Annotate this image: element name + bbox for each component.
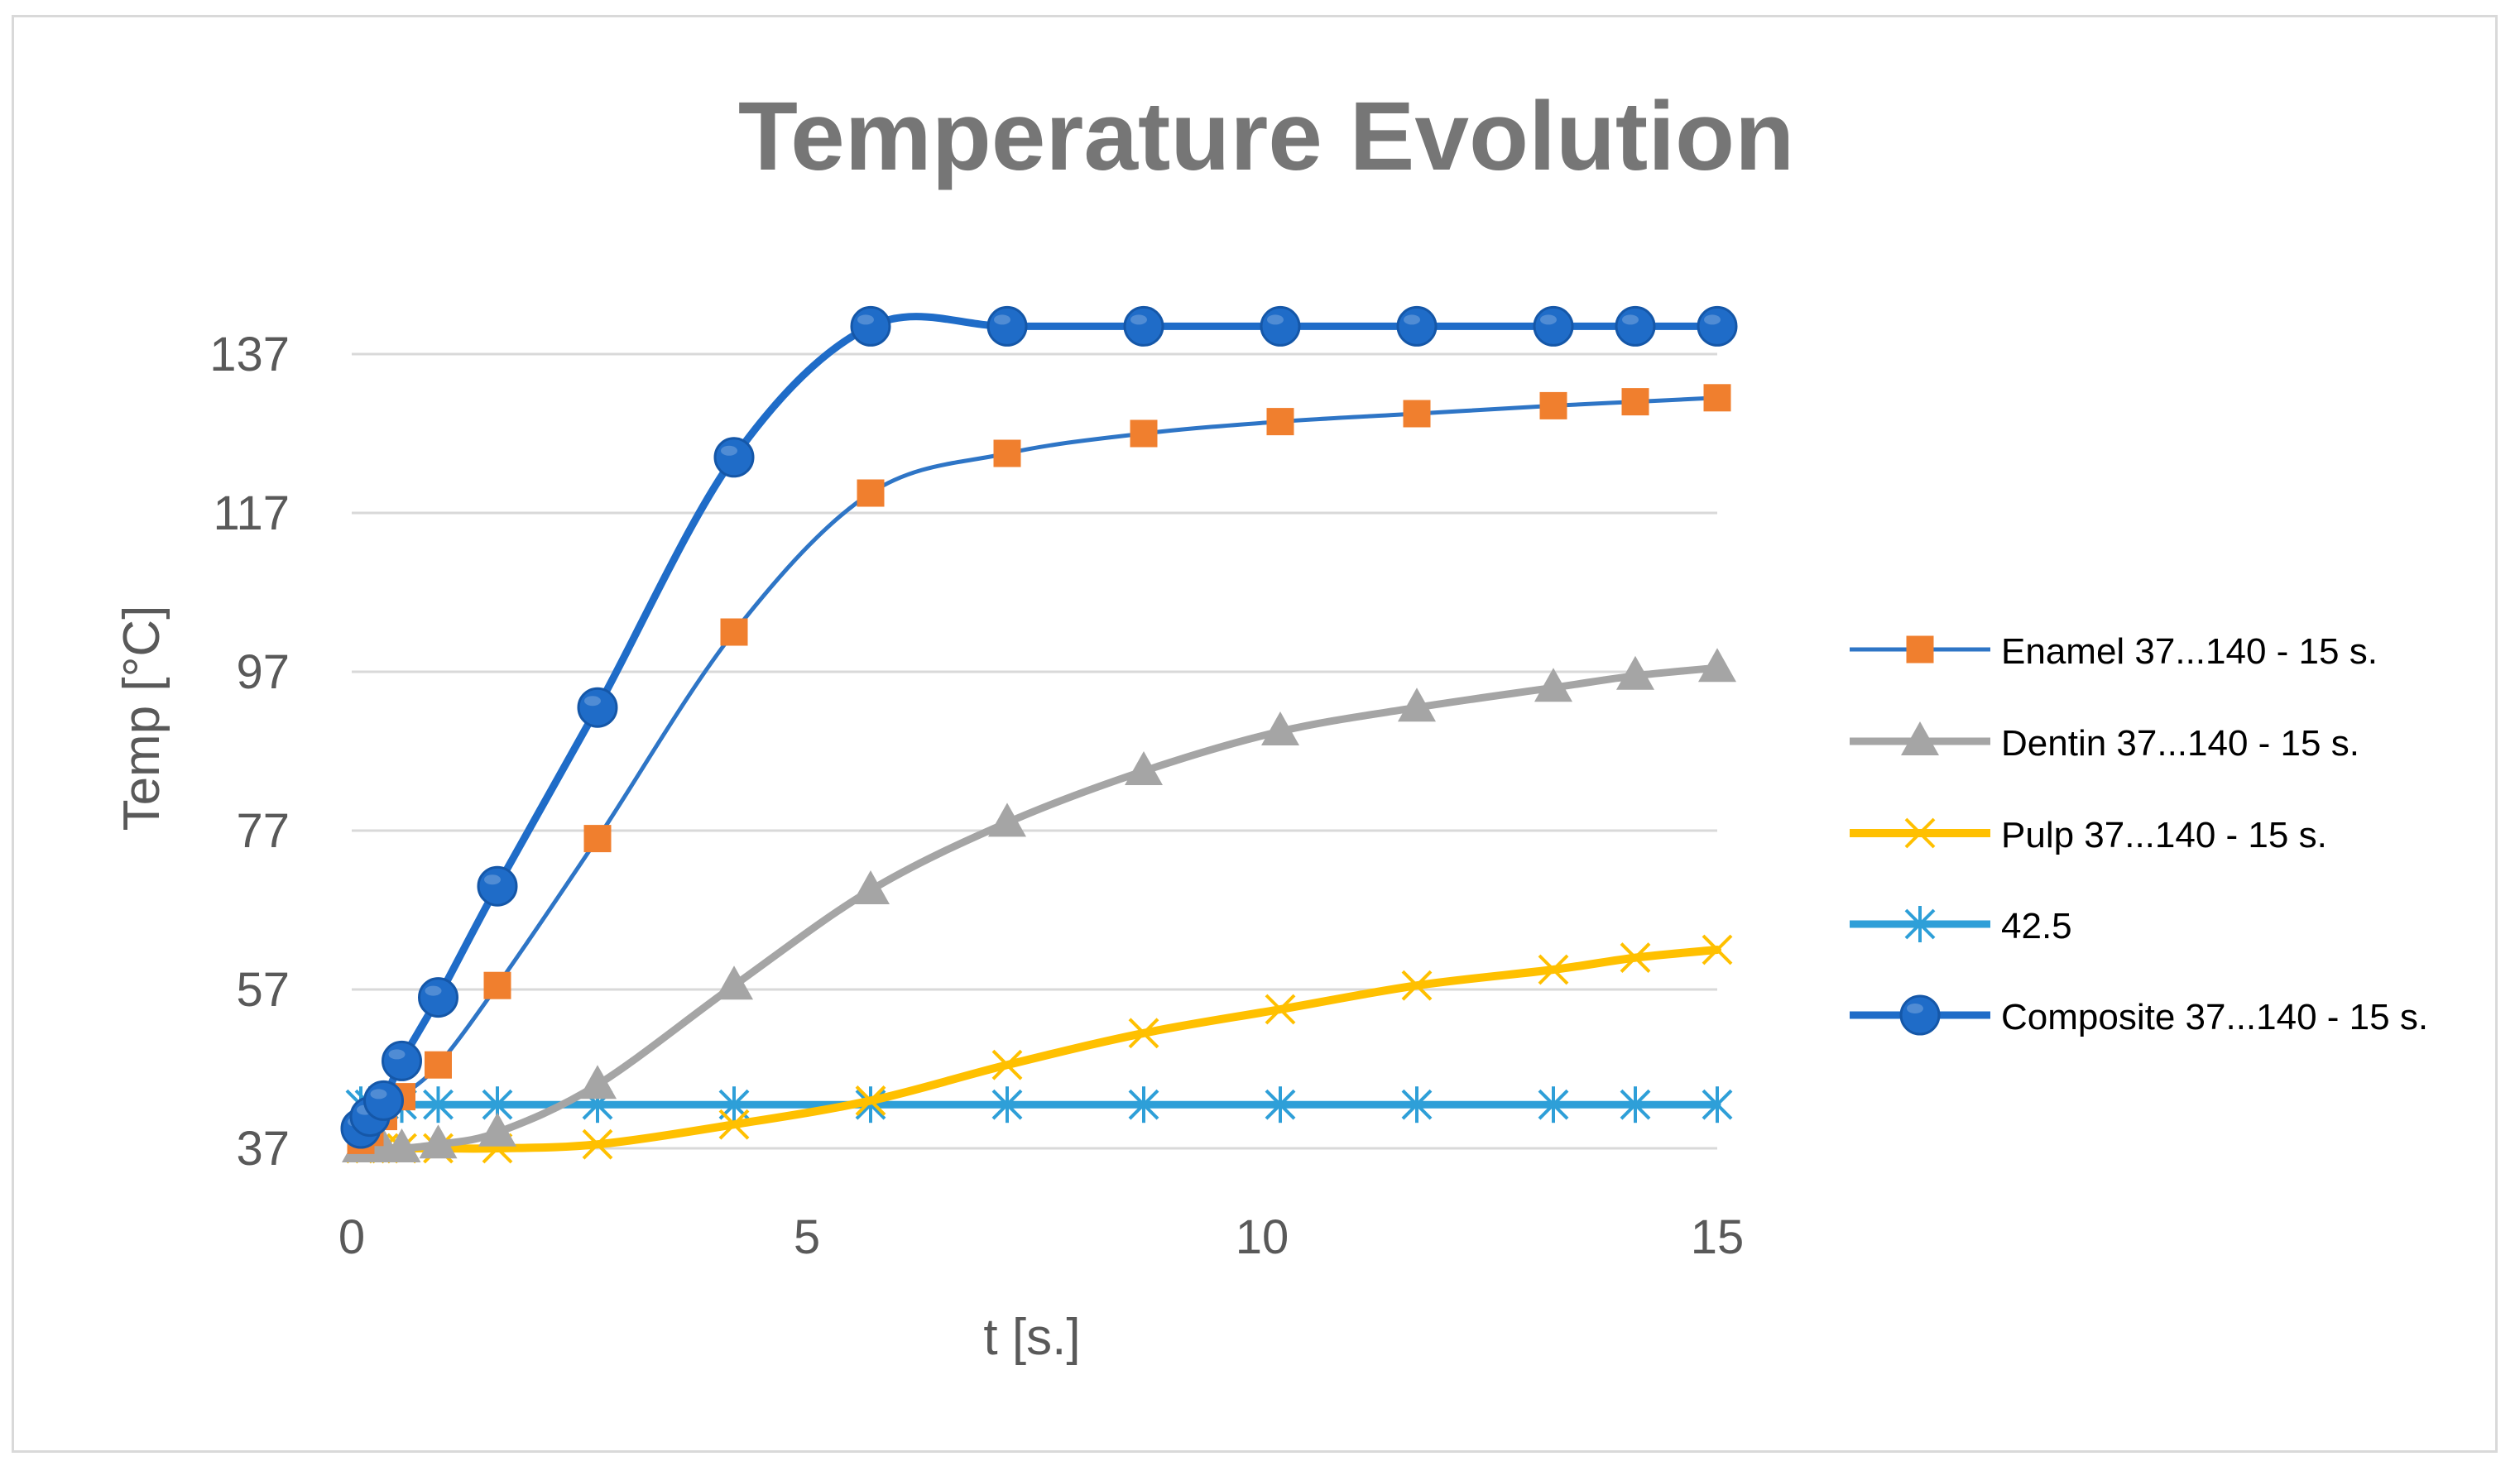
data-point bbox=[852, 870, 890, 904]
data-point bbox=[477, 865, 518, 907]
y-axis-label: Temp [°C] bbox=[113, 606, 170, 831]
data-point bbox=[1538, 1086, 1569, 1123]
x-tick-label: 10 bbox=[1236, 1210, 1289, 1264]
y-tick-label: 137 bbox=[209, 328, 290, 381]
data-point bbox=[382, 1040, 422, 1081]
series-4 bbox=[340, 305, 1738, 1149]
data-point bbox=[577, 687, 618, 728]
data-point bbox=[483, 971, 511, 999]
legend-label: Composite 37...140 - 15 s. bbox=[2001, 997, 2428, 1037]
legend-item: Pulp 37...140 - 15 s. bbox=[1850, 815, 2327, 855]
data-point bbox=[1265, 994, 1296, 1025]
series-layer bbox=[340, 305, 1738, 1164]
data-point bbox=[1401, 970, 1433, 1001]
legend-marker bbox=[1906, 635, 1934, 664]
x-axis-ticks: 0 5 10 15 bbox=[338, 1210, 1744, 1264]
legend-item: Composite 37...140 - 15 s. bbox=[1850, 994, 2428, 1037]
data-point bbox=[1396, 305, 1438, 347]
chart-title: Temperature Evolution bbox=[738, 82, 1794, 191]
legend-label: Pulp 37...140 - 15 s. bbox=[2001, 815, 2327, 855]
legend-item: 42.5 bbox=[1850, 906, 2072, 946]
data-point bbox=[363, 1080, 404, 1121]
data-point bbox=[991, 1086, 1023, 1123]
data-point bbox=[1266, 408, 1294, 436]
data-point bbox=[1534, 668, 1572, 702]
y-tick-label: 77 bbox=[236, 804, 290, 858]
data-point bbox=[1539, 391, 1567, 419]
legend-label: Enamel 37...140 - 15 s. bbox=[2001, 631, 2378, 672]
data-point bbox=[1697, 305, 1738, 347]
data-point bbox=[1702, 934, 1733, 965]
y-tick-label: 37 bbox=[236, 1122, 290, 1176]
data-point bbox=[993, 439, 1021, 467]
series-line bbox=[357, 313, 1721, 1133]
data-point bbox=[1128, 1018, 1159, 1049]
x-tick-label: 5 bbox=[794, 1210, 820, 1264]
legend-marker bbox=[1899, 994, 1941, 1036]
data-point bbox=[423, 1086, 454, 1123]
x-tick-label: 15 bbox=[1691, 1210, 1745, 1264]
y-axis-ticks: 37 57 77 97 117 137 bbox=[209, 328, 290, 1176]
data-point bbox=[1621, 388, 1649, 416]
data-point bbox=[478, 1112, 516, 1147]
gridlines bbox=[352, 352, 1717, 1150]
data-point bbox=[582, 1128, 613, 1160]
y-tick-label: 57 bbox=[236, 963, 290, 1017]
data-point bbox=[578, 1065, 617, 1100]
data-point bbox=[418, 977, 458, 1018]
data-point bbox=[1698, 648, 1736, 683]
legend-marker bbox=[1904, 817, 1936, 849]
legend-label: Dentin 37...140 - 15 s. bbox=[2001, 723, 2359, 764]
data-point bbox=[1265, 1086, 1296, 1123]
data-point bbox=[425, 1051, 452, 1079]
legend-marker bbox=[1901, 721, 1939, 755]
data-point bbox=[1702, 1086, 1733, 1123]
legend: Enamel 37...140 - 15 s. Dentin 37...140 -… bbox=[1850, 631, 2428, 1037]
data-point bbox=[1620, 1086, 1651, 1123]
data-point bbox=[720, 618, 748, 646]
data-point bbox=[850, 305, 891, 347]
series-line bbox=[357, 664, 1721, 1152]
data-point bbox=[1128, 1086, 1159, 1123]
legend-marker bbox=[1904, 906, 1936, 942]
data-point bbox=[1130, 419, 1158, 448]
data-point bbox=[583, 825, 612, 853]
x-axis-label: t [s.] bbox=[983, 1309, 1080, 1366]
series-2 bbox=[345, 934, 1733, 1164]
data-point bbox=[1125, 751, 1163, 785]
data-point bbox=[1398, 687, 1436, 722]
data-point bbox=[713, 437, 755, 478]
data-point bbox=[988, 802, 1026, 837]
data-point bbox=[1260, 305, 1301, 347]
data-point bbox=[986, 305, 1028, 347]
data-point bbox=[1261, 711, 1299, 745]
data-point bbox=[382, 1128, 421, 1162]
data-point bbox=[1703, 384, 1731, 412]
x-tick-label: 0 bbox=[338, 1210, 365, 1264]
legend-label: 42.5 bbox=[2001, 906, 2072, 946]
data-point bbox=[1616, 655, 1654, 690]
data-point bbox=[855, 1085, 886, 1116]
data-point bbox=[1401, 1086, 1433, 1123]
data-point bbox=[1533, 305, 1574, 347]
y-tick-label: 117 bbox=[214, 486, 290, 540]
data-point bbox=[1123, 305, 1164, 347]
data-point bbox=[857, 479, 885, 507]
data-point bbox=[1615, 305, 1656, 347]
series-0 bbox=[347, 384, 1731, 1154]
data-point bbox=[715, 965, 753, 1000]
series-line bbox=[358, 395, 1720, 1143]
data-point bbox=[1538, 954, 1569, 985]
data-point bbox=[1403, 400, 1431, 428]
series-line bbox=[357, 946, 1721, 1153]
legend-item: Dentin 37...140 - 15 s. bbox=[1850, 721, 2359, 764]
data-point bbox=[419, 1124, 458, 1159]
data-point bbox=[1620, 942, 1651, 974]
data-point bbox=[991, 1049, 1023, 1080]
y-tick-label: 97 bbox=[236, 645, 290, 699]
legend-item: Enamel 37...140 - 15 s. bbox=[1850, 631, 2378, 672]
data-point bbox=[718, 1109, 750, 1140]
